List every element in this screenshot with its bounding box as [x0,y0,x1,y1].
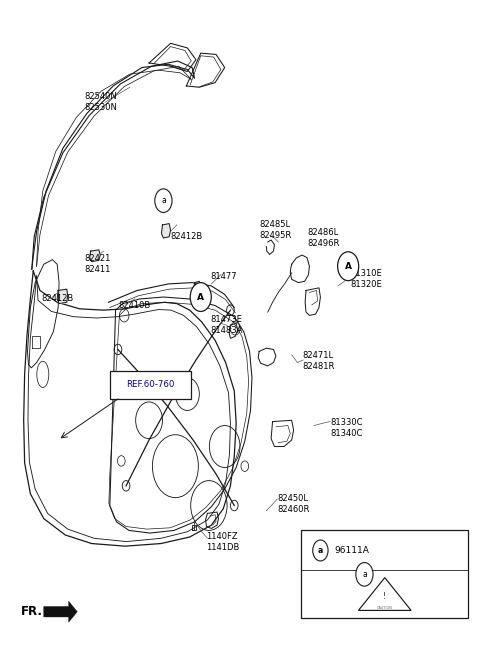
Circle shape [356,562,373,586]
FancyBboxPatch shape [301,530,468,618]
Text: 82485L
82495R: 82485L 82495R [259,220,291,240]
Text: 82486L
82496R: 82486L 82496R [307,228,339,248]
Text: 81330C
81340C: 81330C 81340C [330,418,362,438]
Text: 82410B: 82410B [118,301,150,310]
Text: CAUTION: CAUTION [377,606,393,610]
Text: A: A [197,292,204,302]
Text: 81310E
81320E: 81310E 81320E [350,269,382,289]
Text: 96111A: 96111A [335,546,370,555]
Text: 1140FZ
1141DB: 1140FZ 1141DB [206,532,240,552]
Text: a: a [161,196,166,205]
Text: 82412B: 82412B [41,294,73,304]
Circle shape [155,189,172,212]
Text: a: a [318,546,323,555]
Text: !: ! [383,592,386,601]
Circle shape [114,344,122,355]
Polygon shape [90,250,100,261]
Text: a: a [362,570,367,579]
Text: 81477: 81477 [210,271,237,281]
Circle shape [337,252,359,281]
Polygon shape [161,223,170,238]
Text: 81473E
81483A: 81473E 81483A [210,315,243,335]
Circle shape [122,481,130,491]
Text: 82540N
82530N: 82540N 82530N [84,92,117,112]
Text: FR.: FR. [21,605,43,618]
Polygon shape [44,601,77,622]
Text: REF.60-760: REF.60-760 [126,380,174,390]
Circle shape [190,283,211,311]
Text: A: A [345,261,352,271]
Circle shape [227,305,234,315]
Text: 82421
82411: 82421 82411 [84,254,111,275]
Text: 82471L
82481R: 82471L 82481R [302,351,335,371]
FancyBboxPatch shape [110,371,191,399]
Polygon shape [57,289,68,304]
Circle shape [230,500,238,510]
Text: 82412B: 82412B [170,232,203,241]
Text: 82450L
82460R: 82450L 82460R [277,494,310,514]
